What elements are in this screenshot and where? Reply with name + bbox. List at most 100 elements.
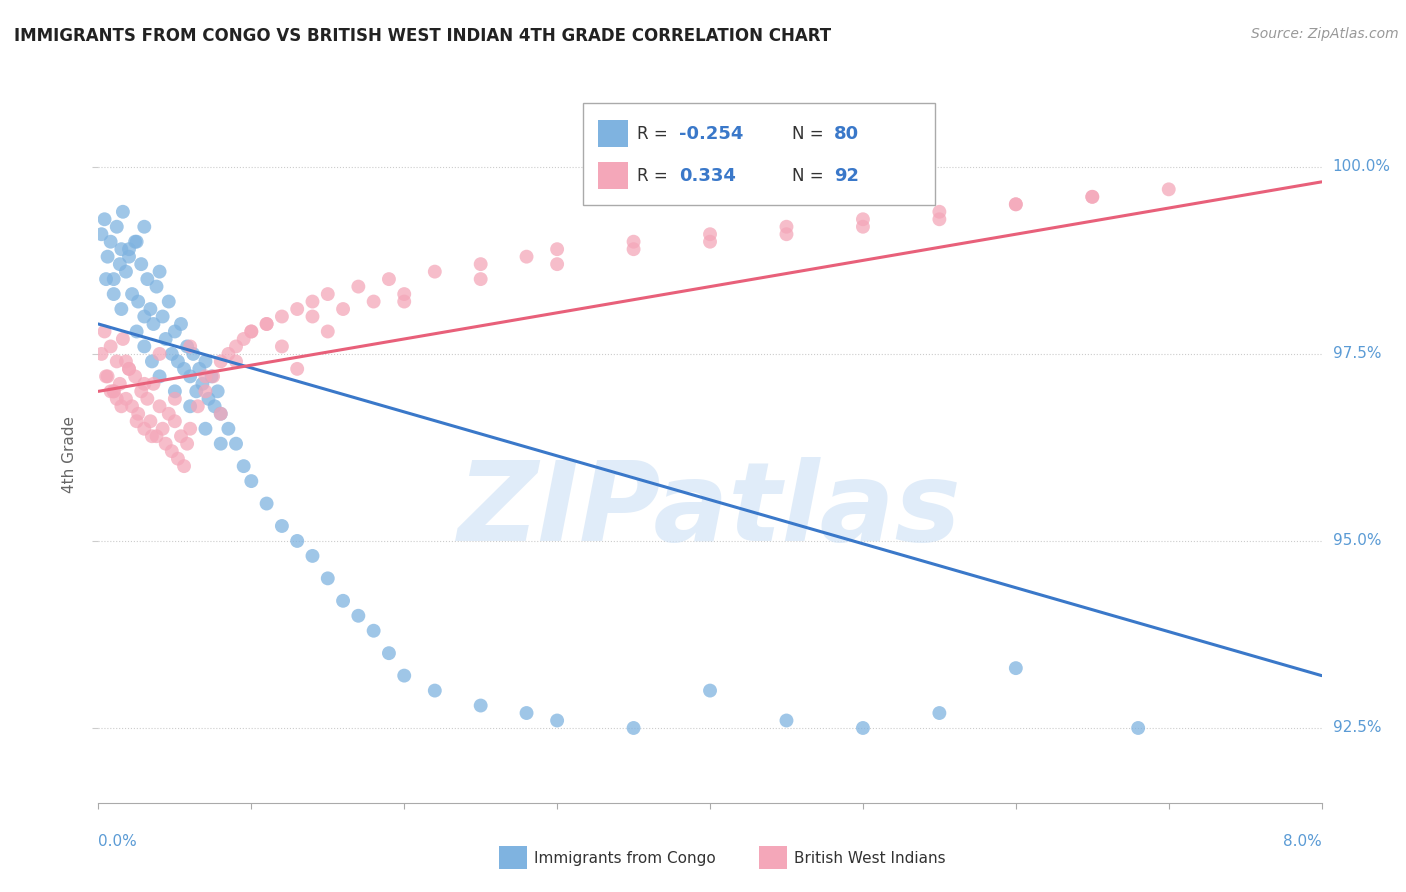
Point <box>145 429 167 443</box>
Point <box>316 287 339 301</box>
Point <box>240 325 263 339</box>
Point <box>187 399 209 413</box>
Point <box>118 242 141 256</box>
Point <box>423 683 446 698</box>
Point <box>142 317 165 331</box>
Point <box>470 272 492 286</box>
Point <box>225 354 247 368</box>
Point <box>332 594 354 608</box>
Point <box>134 376 156 391</box>
Point <box>202 369 225 384</box>
Point <box>363 624 385 638</box>
Point <box>1081 190 1104 204</box>
Point <box>127 294 149 309</box>
Point <box>179 399 201 413</box>
Point <box>141 354 163 368</box>
Point <box>699 235 721 249</box>
Point <box>127 407 149 421</box>
Point <box>181 347 204 361</box>
Point <box>125 414 148 428</box>
Point <box>90 227 112 242</box>
Point <box>152 310 174 324</box>
Point <box>1081 190 1104 204</box>
Point <box>110 399 132 413</box>
Point <box>1004 197 1026 211</box>
Point <box>301 294 323 309</box>
Point <box>173 362 195 376</box>
Point <box>515 250 537 264</box>
Point <box>115 354 138 368</box>
Point <box>301 549 323 563</box>
Point <box>94 369 117 384</box>
Point <box>470 698 492 713</box>
Point <box>139 414 162 428</box>
Point <box>160 347 183 361</box>
Point <box>194 422 217 436</box>
Point <box>225 436 247 450</box>
Point <box>204 399 226 413</box>
Point <box>97 369 120 384</box>
Point <box>115 392 138 406</box>
Point <box>100 235 122 249</box>
Point <box>270 519 294 533</box>
Point <box>149 369 172 384</box>
Point <box>100 339 122 353</box>
Point <box>93 212 115 227</box>
Point <box>103 287 125 301</box>
Point <box>200 369 222 384</box>
Point <box>163 384 186 399</box>
Point <box>157 407 180 421</box>
Point <box>207 384 229 399</box>
Point <box>623 242 645 256</box>
Point <box>301 310 323 324</box>
Point <box>145 279 167 293</box>
Point <box>152 422 174 436</box>
Point <box>217 347 239 361</box>
Point <box>110 301 132 316</box>
Point <box>90 347 112 361</box>
Point <box>928 212 950 227</box>
Point <box>378 272 401 286</box>
Point <box>256 317 278 331</box>
Point <box>392 294 416 309</box>
Point <box>105 354 128 368</box>
Point <box>179 422 201 436</box>
Text: Source: ZipAtlas.com: Source: ZipAtlas.com <box>1251 27 1399 41</box>
Point <box>256 497 278 511</box>
Point <box>699 683 721 698</box>
Point <box>194 354 217 368</box>
Point <box>1004 661 1026 675</box>
Point <box>170 429 193 443</box>
Point <box>118 250 141 264</box>
Point <box>775 714 797 728</box>
Text: 92: 92 <box>834 167 859 185</box>
Point <box>852 212 875 227</box>
Point <box>176 436 198 450</box>
Point <box>134 310 156 324</box>
Point <box>191 376 214 391</box>
Point <box>194 384 217 399</box>
Point <box>378 646 401 660</box>
Point <box>392 668 416 682</box>
Point <box>332 301 354 316</box>
Point <box>129 257 152 271</box>
Point <box>136 272 159 286</box>
Text: 97.5%: 97.5% <box>1333 346 1381 361</box>
Point <box>285 301 308 316</box>
Y-axis label: 4th Grade: 4th Grade <box>62 417 77 493</box>
Point <box>134 422 156 436</box>
Text: 92.5%: 92.5% <box>1333 721 1381 736</box>
Point <box>105 219 128 234</box>
Point <box>118 362 141 376</box>
Text: IMMIGRANTS FROM CONGO VS BRITISH WEST INDIAN 4TH GRADE CORRELATION CHART: IMMIGRANTS FROM CONGO VS BRITISH WEST IN… <box>14 27 831 45</box>
Point <box>347 279 370 293</box>
Point <box>173 459 195 474</box>
Point <box>94 272 117 286</box>
Point <box>209 407 232 421</box>
Point <box>270 339 294 353</box>
Point <box>1157 182 1180 196</box>
Point <box>699 227 721 242</box>
Point <box>623 235 645 249</box>
Point <box>170 317 193 331</box>
Text: British West Indians: British West Indians <box>794 851 946 865</box>
